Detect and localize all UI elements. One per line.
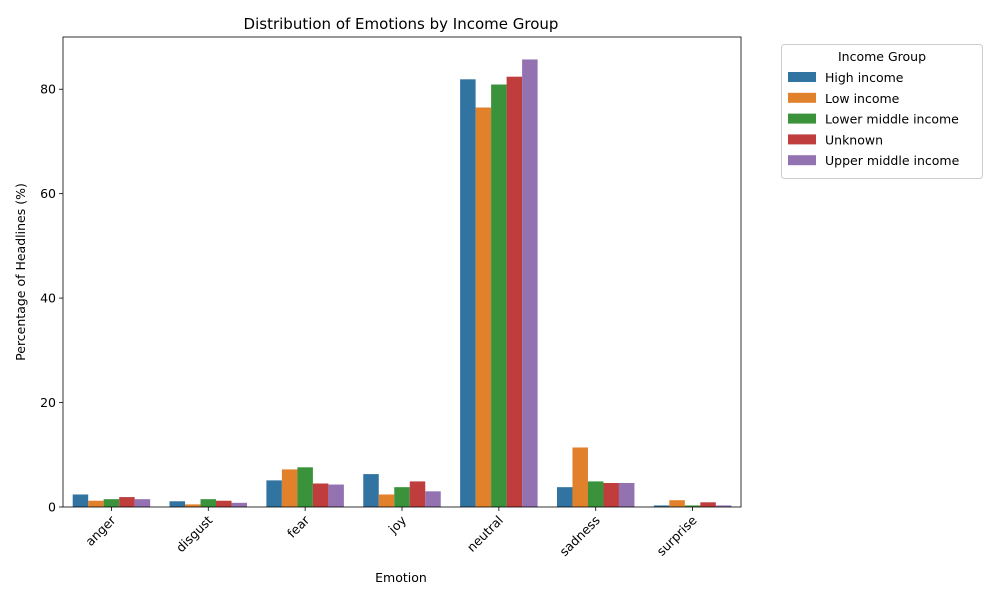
bar-disgust-lower-middle-income: [200, 499, 217, 507]
bar-neutral-high-income: [460, 79, 476, 508]
legend-label: Lower middle income: [825, 112, 959, 127]
bar-joy-high-income: [363, 474, 379, 507]
bar-anger-high-income: [72, 494, 89, 507]
legend-swatch: [788, 113, 816, 124]
bar-disgust-low-income: [185, 504, 201, 507]
bar-fear-lower-middle-income: [297, 467, 313, 507]
bar-sadness-high-income: [556, 487, 573, 507]
legend-swatch: [788, 155, 816, 166]
legend-title: Income Group: [838, 49, 926, 64]
bar-joy-upper-middle-income: [425, 491, 441, 507]
bar-anger-low-income: [88, 500, 104, 507]
bars-group: [72, 59, 732, 508]
bar-anger-unknown: [119, 497, 135, 507]
bar-fear-upper-middle-income: [328, 484, 344, 507]
axes-group: 0 20 40 60 80 anger disgust fear joy neutral sadne…: [40, 36, 742, 559]
bar-sadness-unknown: [603, 482, 619, 507]
y-tick-label: 20: [40, 395, 56, 410]
legend-label: Upper middle income: [825, 153, 960, 168]
bar-surprise-high-income: [653, 505, 670, 507]
bar-sadness-lower-middle-income: [587, 481, 604, 507]
x-tick-label: anger: [82, 512, 119, 549]
bar-neutral-lower-middle-income: [491, 84, 507, 508]
bar-surprise-unknown: [700, 502, 716, 507]
legend-label: High income: [825, 70, 904, 85]
x-tick-label: sadness: [556, 513, 602, 559]
legend-swatch: [788, 72, 816, 82]
bar-surprise-upper-middle-income: [715, 505, 732, 507]
bar-joy-lower-middle-income: [394, 487, 410, 507]
bar-joy-unknown: [409, 481, 426, 507]
y-tick-label: 80: [40, 82, 56, 97]
bar-neutral-upper-middle-income: [522, 59, 538, 508]
bar-fear-low-income: [281, 469, 298, 507]
x-tick-label: joy: [385, 512, 410, 537]
y-axis-label: Percentage of Headlines (%): [13, 183, 28, 361]
legend-box: [781, 44, 983, 179]
bar-anger-upper-middle-income: [134, 499, 151, 507]
bar-fear-unknown: [312, 483, 329, 507]
bar-disgust-upper-middle-income: [231, 502, 248, 507]
legend-swatch: [788, 134, 816, 145]
y-tick-label: 40: [40, 291, 56, 306]
bar-surprise-lower-middle-income: [684, 505, 701, 507]
x-tick-label: surprise: [653, 512, 699, 558]
legend-swatch: [788, 92, 816, 103]
legend: Income Group High income Low income Lower m…: [781, 44, 983, 179]
plot-frame: [62, 36, 742, 508]
legend-label: Unknown: [825, 132, 883, 147]
bar-anger-lower-middle-income: [103, 499, 120, 507]
y-tick-label: 0: [48, 500, 56, 515]
chart-title: Distribution of Emotions by Income Group: [244, 15, 559, 33]
x-axis-label: Emotion: [375, 570, 427, 585]
bar-disgust-high-income: [169, 501, 186, 507]
bar-sadness-low-income: [572, 447, 588, 507]
bar-neutral-unknown: [506, 76, 523, 507]
bar-surprise-low-income: [669, 500, 685, 507]
legend-label: Low income: [825, 91, 900, 106]
bar-disgust-unknown: [216, 500, 232, 507]
x-tick-label: fear: [284, 512, 313, 541]
bar-joy-low-income: [378, 494, 395, 507]
y-tick-label: 60: [40, 186, 56, 201]
bar-fear-high-income: [266, 480, 282, 507]
bar-neutral-low-income: [475, 107, 492, 507]
x-tick-label: neutral: [464, 513, 506, 555]
bar-sadness-upper-middle-income: [618, 482, 635, 507]
x-tick-label: disgust: [173, 512, 216, 555]
